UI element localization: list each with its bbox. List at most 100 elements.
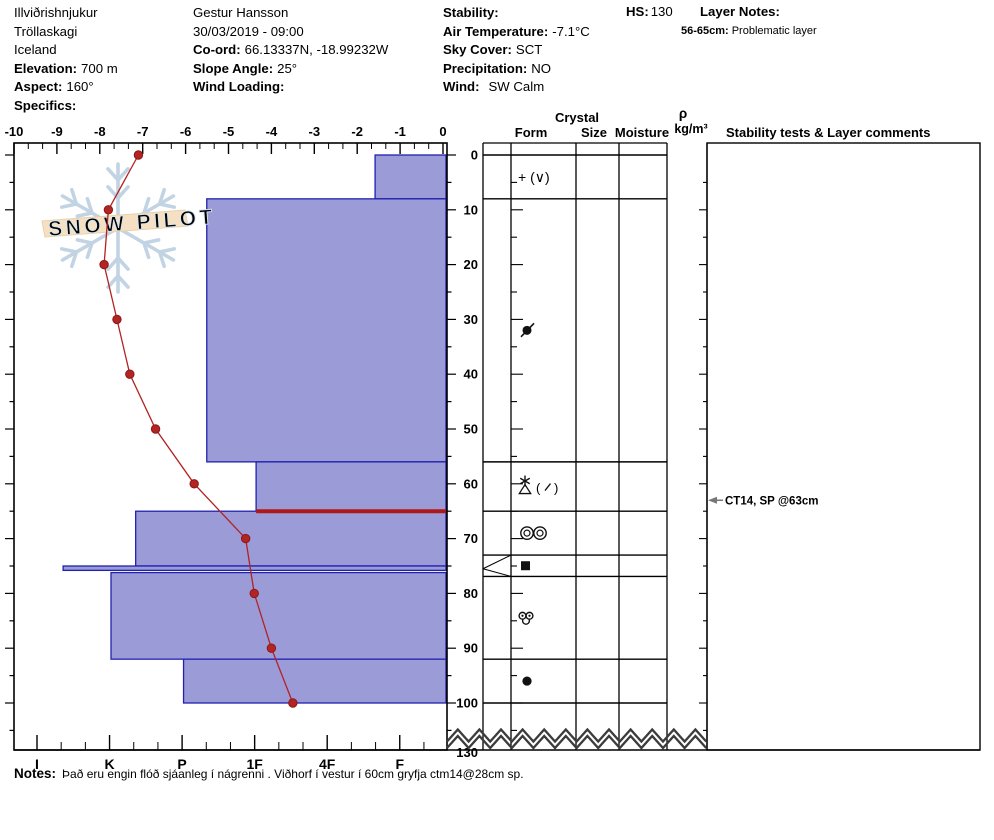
snow-layer-bar <box>110 571 447 660</box>
temp-tick-label: 0 <box>439 124 446 139</box>
temp-tick-label: -5 <box>223 124 235 139</box>
hardness-tick-label: P <box>177 756 186 772</box>
temperature-point <box>266 643 277 653</box>
snowflake-branch <box>75 211 94 218</box>
temp-tick-label: -2 <box>351 124 363 139</box>
form-symbol-paren: ( <box>536 481 541 496</box>
temp-tick-label: -7 <box>137 124 149 139</box>
snowflake-branch <box>157 187 167 206</box>
hardness-bars <box>62 154 447 704</box>
depth-label: 20 <box>464 257 478 272</box>
table-header-row: Crystal Form Size Moisture ρkg/m³ Stability t… <box>515 106 931 140</box>
depth-label: 60 <box>464 476 478 491</box>
snowflake-branch <box>116 167 130 182</box>
snow-layer-bar <box>62 565 447 572</box>
form-symbol-df <box>520 322 535 338</box>
temperature-point <box>103 205 114 215</box>
form-symbol-paren: ) <box>554 481 558 496</box>
snow-layer-bar <box>182 658 447 704</box>
temperature-point <box>112 314 122 325</box>
depth-label: 40 <box>464 367 478 382</box>
temperature-axis: -10 -9 -8 -7 -6 -5 -4 -3 -2 -1 0 <box>5 124 447 154</box>
snowflake-branch <box>157 250 167 269</box>
snowflake-branch <box>116 256 130 271</box>
form-symbol-cluster <box>521 614 524 617</box>
comments-box <box>706 142 981 751</box>
temperature-point <box>288 698 298 708</box>
crystal-header: Crystal <box>555 110 599 125</box>
temp-tick-label: -10 <box>5 124 24 139</box>
hardness-axis: I K P 1F 4F F <box>35 735 425 772</box>
zigzag-line <box>446 727 708 744</box>
hardness-tick-label: F <box>395 756 404 772</box>
form-symbol-ice <box>521 561 530 571</box>
notes-label: Notes: <box>14 766 57 781</box>
notes-text: Það eru engin flóð sjáanleg í nágrenni .… <box>62 767 524 781</box>
form-symbol-rings <box>536 529 544 537</box>
site-elevation: Elevation: 700 m <box>14 60 118 76</box>
wind: Wind: SW Calm <box>443 79 545 95</box>
temperature-point <box>189 479 199 489</box>
form-header: Form <box>515 125 548 140</box>
depth-label: 100 <box>456 696 478 711</box>
hardness-tick-label: K <box>104 756 114 772</box>
form-symbol-star <box>519 477 531 485</box>
depth-bottom-label: 130 <box>456 745 478 760</box>
coordinates: Co-ord: 66.13337N, -18.99232W <box>193 42 389 58</box>
temperature-profile <box>99 150 298 708</box>
form-symbol-rg <box>522 676 532 686</box>
air-temperature: Air Temperature: -7.1°C <box>443 23 590 39</box>
logo-banner <box>41 209 189 238</box>
observation-datetime: 30/03/2019 - 09:00 <box>193 23 304 39</box>
depth-break-zigzag <box>446 727 708 750</box>
conditions-info: Stability: Air Temperature: -7.1°C Sky Co… <box>443 4 590 97</box>
hardness-tick-label: 1F <box>246 756 263 772</box>
temperature-point <box>240 533 251 544</box>
layer-notes-title: Layer Notes: <box>700 4 780 19</box>
snowflake-branch <box>142 238 161 245</box>
temperature-point <box>249 588 259 599</box>
snowflake-branch <box>85 196 94 215</box>
form-symbol-triangle <box>518 483 532 495</box>
temp-tick-label: -9 <box>51 124 63 139</box>
snowpilot-logo: SNOW PILOT <box>41 162 217 294</box>
depth-label: 50 <box>464 422 478 437</box>
snowflake-branch <box>75 238 94 245</box>
stability: Stability: <box>443 5 499 20</box>
snow-layer-bar <box>255 461 447 512</box>
moisture-header: Moisture <box>615 125 669 140</box>
thin-layer-wedge <box>482 554 512 570</box>
temp-tick-label: -1 <box>394 124 406 139</box>
density-header: ρ <box>679 106 687 121</box>
observer-info: Gestur Hansson 30/03/2019 - 09:00 Co-ord… <box>193 4 388 97</box>
site-specifics: Specifics: <box>14 97 77 113</box>
site-region: Tröllaskagi <box>14 23 78 39</box>
site-info: Illviðrishnjukur Tröllaskagi Iceland Ele… <box>14 4 118 116</box>
form-symbol-pp-sh: + (∨) <box>518 169 550 185</box>
depth-label: 10 <box>464 202 478 217</box>
snow-layer-bar <box>135 510 447 567</box>
depth-axis: 0 10 20 30 40 50 60 70 80 90 100 130 <box>5 148 478 760</box>
temp-tick-label: -4 <box>266 124 278 139</box>
temp-tick-label: -3 <box>309 124 321 139</box>
form-symbol-rings <box>523 529 531 537</box>
depth-label: 30 <box>464 312 478 327</box>
observer-name: Gestur Hansson <box>193 5 289 20</box>
temperature-point <box>150 424 161 434</box>
snowflake-branch <box>142 241 151 260</box>
density-unit-header: kg/m³ <box>674 122 707 136</box>
hardness-tick-label: 4F <box>319 756 336 772</box>
site-country: Iceland <box>14 42 57 58</box>
snowflake-branch <box>157 247 177 254</box>
snowflake-branch <box>106 274 120 289</box>
site-name: Illviðrishnjukur <box>14 5 98 20</box>
snowflake-branch <box>142 196 151 215</box>
crystal-table <box>14 142 981 751</box>
temperature-point <box>99 259 109 270</box>
snowflake-branch <box>106 256 120 271</box>
snowflake-branch <box>69 187 79 206</box>
snowflake-branch <box>85 241 94 260</box>
snowflake-branch <box>69 250 79 269</box>
depth-label: 0 <box>471 148 478 163</box>
